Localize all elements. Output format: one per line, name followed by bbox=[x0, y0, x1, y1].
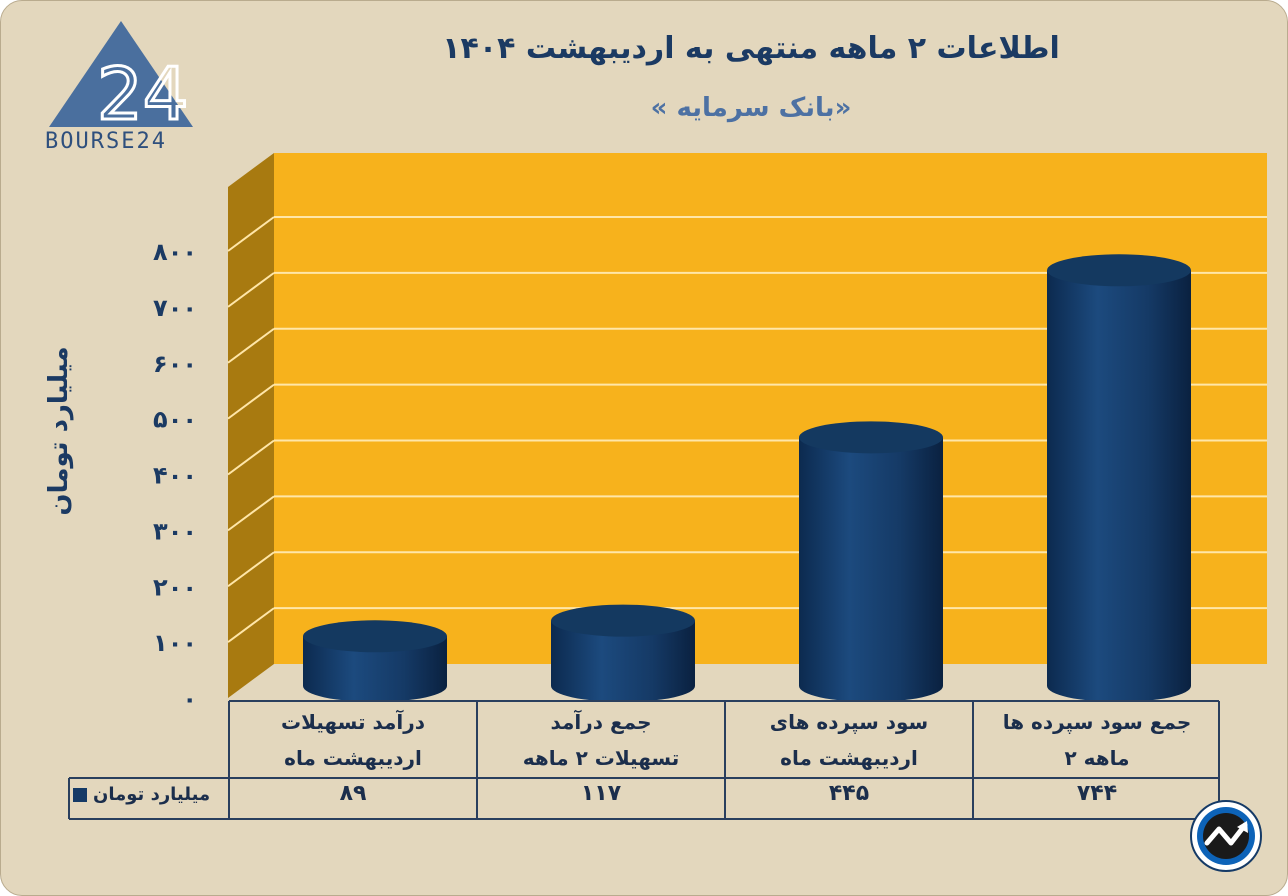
category-label: سود سپرده های اردیبهشت ماه bbox=[769, 710, 929, 770]
bar-top bbox=[799, 421, 943, 454]
grid-line bbox=[227, 439, 275, 476]
category-label: جمع درآمد تسهیلات ۲ ماهه bbox=[522, 710, 680, 770]
y-tick-label: ۶۰۰ bbox=[153, 350, 197, 378]
grid-line bbox=[227, 495, 275, 532]
chart-title: اطلاعات ۲ ماهه منتهی به اردیبهشت ۱۴۰۴ bbox=[442, 31, 1060, 66]
bar-body bbox=[303, 636, 447, 702]
grid-line bbox=[227, 327, 275, 364]
logo-number: 24 bbox=[97, 52, 189, 136]
bar-body bbox=[551, 620, 695, 702]
y-tick-label: ۵۰۰ bbox=[153, 406, 197, 434]
data-value: ۴۴۵ bbox=[828, 781, 870, 806]
grid-line bbox=[227, 383, 275, 420]
y-tick-label: ۴۰۰ bbox=[153, 462, 197, 490]
bar-top bbox=[303, 620, 447, 653]
y-tick-label: ۸۰۰ bbox=[153, 238, 197, 266]
legend-label: میلیارد تومان bbox=[93, 784, 211, 805]
grid-line bbox=[227, 607, 275, 643]
category-label: درآمد تسهیلات اردیبهشت ماه bbox=[280, 710, 426, 770]
y-tick-label: ۰ bbox=[182, 685, 197, 713]
legend-swatch bbox=[73, 787, 87, 802]
chart-subtitle: « بانک سرمایه» bbox=[650, 93, 852, 123]
bar-body bbox=[799, 437, 943, 702]
bar bbox=[799, 421, 943, 702]
bar-body bbox=[1047, 270, 1191, 702]
y-tick-label: ۱۰۰ bbox=[153, 629, 197, 657]
bar bbox=[551, 604, 695, 702]
grid-line bbox=[227, 272, 275, 308]
grid-line bbox=[227, 551, 275, 588]
bar bbox=[303, 620, 447, 702]
trend-arrow-icon bbox=[1190, 800, 1262, 872]
legend: میلیارد تومان bbox=[73, 784, 223, 805]
grid-line bbox=[227, 216, 275, 252]
bar-top bbox=[551, 604, 695, 637]
logo-text: BOURSE24 bbox=[45, 129, 167, 154]
data-value: ۸۹ bbox=[339, 781, 367, 806]
category-label: جمع سود سپرده ها ۲ ماهه bbox=[1002, 710, 1192, 770]
logo-mark-icon: 24 bbox=[49, 21, 193, 138]
y-tick-label: ۳۰۰ bbox=[153, 517, 197, 545]
data-value: ۷۴۴ bbox=[1076, 781, 1118, 806]
bar bbox=[1047, 254, 1191, 702]
y-tick-label: ۲۰۰ bbox=[153, 573, 197, 601]
bar-top bbox=[1047, 254, 1191, 287]
y-tick-label: ۷۰۰ bbox=[153, 294, 197, 322]
data-value: ۱۱۷ bbox=[580, 781, 622, 806]
